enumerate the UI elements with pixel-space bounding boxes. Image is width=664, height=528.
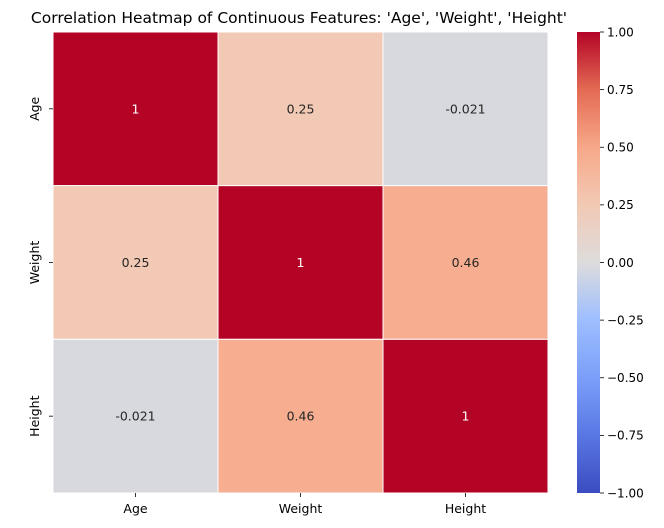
cell-annotation: 0.25	[287, 101, 315, 116]
x-tick-label: Age	[123, 501, 147, 516]
cell-annotation: 1	[462, 409, 470, 424]
colorbar-tick-label: 0.25	[607, 198, 634, 212]
chart-title: Correlation Heatmap of Continuous Featur…	[31, 9, 567, 27]
heatmap-cells	[52, 31, 549, 494]
colorbar-tick-label: −0.25	[607, 313, 644, 327]
cell-annotation: 0.46	[452, 255, 480, 270]
y-axis: Age Weight Height	[27, 96, 53, 437]
cell-annotation: 0.25	[122, 255, 150, 270]
colorbar-tick-label: 0.75	[607, 83, 634, 97]
colorbar-tick-label: −1.00	[607, 486, 644, 500]
x-tick-label: Height	[445, 501, 486, 516]
cell-annotation: 1	[132, 101, 140, 116]
heatmap-cell	[52, 338, 219, 494]
cell-annotation: 1	[297, 255, 305, 270]
colorbar-tick-label: 1.00	[607, 25, 634, 39]
cell-annotation: -0.021	[445, 101, 485, 116]
colorbar-tick-label: −0.75	[607, 429, 644, 443]
heatmap-cell	[217, 31, 384, 187]
y-tick-label: Age	[27, 96, 42, 120]
heatmap-cell	[382, 185, 549, 340]
colorbar-gradient	[577, 32, 600, 493]
cell-annotation: 0.46	[287, 409, 315, 424]
colorbar-tick-label: −0.50	[607, 371, 644, 385]
colorbar-ticks: 1.00 0.75 0.50 0.25 0.00 −0.25 −0.50 −0.75 −1.00	[600, 25, 644, 500]
x-axis: Age Weight Height	[123, 493, 486, 516]
y-tick-label: Weight	[27, 241, 42, 285]
heatmap-cell	[382, 31, 549, 187]
heatmap-cell	[217, 338, 384, 494]
x-tick-label: Weight	[279, 501, 323, 516]
colorbar-tick-label: 0.50	[607, 141, 634, 155]
y-tick-label: Height	[27, 395, 42, 436]
cell-annotation: -0.021	[115, 409, 155, 424]
colorbar-tick-label: 0.00	[607, 256, 634, 270]
colorbar: 1.00 0.75 0.50 0.25 0.00 −0.25 −0.50 −0.75 −1.00	[577, 25, 644, 500]
heatmap-cell	[52, 185, 219, 340]
heatmap-cell	[52, 31, 219, 187]
cell-annotations: 1 0.25 -0.021 0.25 1 0.46 -0.021 0.46 1	[115, 101, 485, 423]
heatmap-cell	[217, 185, 384, 340]
